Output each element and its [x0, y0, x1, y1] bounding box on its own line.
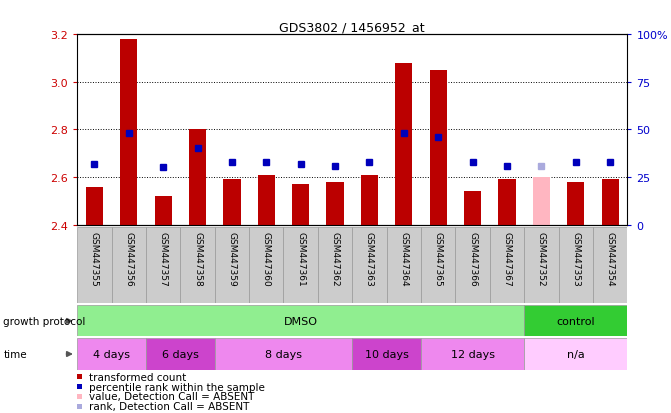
Bar [146, 339, 215, 370]
Text: GSM447353: GSM447353 [571, 231, 580, 285]
Bar [249, 227, 283, 304]
Bar [421, 339, 524, 370]
Bar [524, 306, 627, 337]
Bar [77, 306, 524, 337]
Bar [524, 339, 627, 370]
Text: GSM447357: GSM447357 [158, 231, 168, 285]
Text: GSM447352: GSM447352 [537, 231, 546, 285]
Text: GSM447366: GSM447366 [468, 231, 477, 285]
Bar [258, 175, 275, 225]
Text: value, Detection Call = ABSENT: value, Detection Call = ABSENT [89, 392, 254, 401]
Bar [421, 227, 456, 304]
Text: GSM447367: GSM447367 [503, 231, 511, 285]
Text: 10 days: 10 days [365, 349, 409, 359]
Bar [395, 64, 413, 225]
Bar [524, 227, 558, 304]
Bar [602, 180, 619, 225]
Text: transformed count: transformed count [89, 372, 186, 382]
Text: time: time [3, 349, 27, 359]
Text: growth protocol: growth protocol [3, 316, 86, 326]
Bar [559, 227, 593, 304]
Bar [352, 339, 421, 370]
Bar [180, 227, 215, 304]
Bar [533, 178, 550, 225]
Text: GSM447359: GSM447359 [227, 231, 236, 285]
Text: rank, Detection Call = ABSENT: rank, Detection Call = ABSENT [89, 401, 249, 411]
Text: GSM447356: GSM447356 [124, 231, 134, 285]
Bar [567, 182, 584, 225]
Bar [283, 227, 318, 304]
Bar [154, 197, 172, 225]
Text: GSM447363: GSM447363 [365, 231, 374, 285]
Title: GDS3802 / 1456952_at: GDS3802 / 1456952_at [279, 21, 425, 34]
Bar [593, 227, 627, 304]
Text: 6 days: 6 days [162, 349, 199, 359]
Bar [215, 339, 352, 370]
Bar [189, 130, 206, 225]
Bar [456, 227, 490, 304]
Text: GSM447354: GSM447354 [606, 231, 615, 285]
Bar [120, 40, 138, 225]
Bar [429, 71, 447, 225]
Text: GSM447358: GSM447358 [193, 231, 202, 285]
Text: GSM447361: GSM447361 [296, 231, 305, 285]
Bar [77, 339, 146, 370]
Bar [352, 227, 386, 304]
Text: 8 days: 8 days [265, 349, 302, 359]
Text: n/a: n/a [567, 349, 584, 359]
Bar [77, 227, 111, 304]
Text: GSM447364: GSM447364 [399, 231, 409, 285]
Text: 12 days: 12 days [451, 349, 495, 359]
Bar [464, 192, 481, 225]
Bar [490, 227, 524, 304]
Bar [292, 185, 309, 225]
Text: GSM447362: GSM447362 [331, 231, 340, 285]
Bar [146, 227, 180, 304]
Bar [86, 187, 103, 225]
Bar [386, 227, 421, 304]
Text: 4 days: 4 days [93, 349, 130, 359]
Bar [111, 227, 146, 304]
Text: GSM447355: GSM447355 [90, 231, 99, 285]
Text: GSM447365: GSM447365 [433, 231, 443, 285]
Bar [318, 227, 352, 304]
Text: DMSO: DMSO [284, 316, 317, 326]
Bar [361, 175, 378, 225]
Text: GSM447360: GSM447360 [262, 231, 271, 285]
Bar [215, 227, 249, 304]
Text: percentile rank within the sample: percentile rank within the sample [89, 382, 265, 392]
Text: control: control [556, 316, 595, 326]
Bar [223, 180, 240, 225]
Bar [499, 180, 515, 225]
Bar [327, 182, 344, 225]
